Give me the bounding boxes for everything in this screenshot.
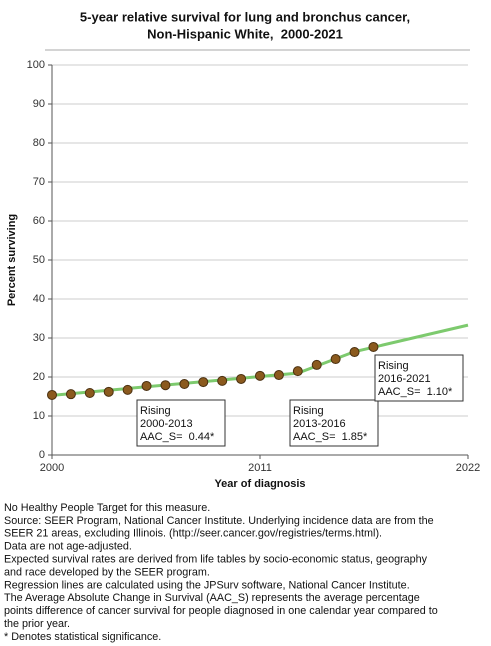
annotation-text: AAC_S= 0.44*	[140, 431, 215, 443]
annotation-text: 2016-2021	[378, 373, 431, 385]
annotation-text: Rising	[293, 405, 324, 417]
annotation-box	[289, 399, 379, 447]
data-point	[179, 379, 190, 390]
footnote: * Denotes statistical significance.	[4, 631, 161, 643]
y-tick-label: 60	[33, 215, 45, 227]
footnote: The Average Absolute Change in Survival …	[4, 592, 420, 604]
y-tick-label: 10	[33, 410, 45, 422]
y-tick-label: 70	[33, 176, 45, 188]
data-point	[160, 380, 171, 391]
data-point	[103, 386, 114, 397]
annotation-text: 2000-2013	[140, 418, 193, 430]
x-tick-label: 2011	[248, 462, 272, 474]
data-point	[311, 359, 322, 370]
y-tick-label: 100	[27, 59, 45, 71]
y-tick-label: 90	[33, 98, 45, 110]
footnote: Source: SEER Program, National Cancer In…	[4, 515, 434, 527]
footnote: Expected survival rates are derived from…	[4, 553, 428, 565]
x-tick-label: 2022	[456, 462, 480, 474]
annotation-text: AAC_S= 1.10*	[378, 386, 453, 398]
data-point	[65, 389, 76, 400]
footnote: Data are not age-adjusted.	[4, 541, 132, 553]
y-tick-label: 40	[33, 293, 45, 305]
annotation-text: Rising	[140, 405, 171, 417]
footnote: No Healthy People Target for this measur…	[4, 502, 210, 514]
data-point	[330, 354, 341, 365]
footnote: points difference of cancer survival for…	[4, 605, 438, 617]
annotation-text: AAC_S= 1.85*	[293, 431, 368, 443]
y-tick-label: 80	[33, 137, 45, 149]
chart-title: 5-year relative survival for lung and br…	[80, 9, 410, 24]
data-point	[141, 380, 152, 391]
y-axis-label: Percent surviving	[6, 214, 18, 306]
data-point	[273, 370, 284, 381]
annotation-box	[136, 399, 226, 447]
x-tick-label: 2000	[40, 462, 64, 474]
data-point	[349, 347, 360, 358]
y-tick-label: 30	[33, 332, 45, 344]
data-point	[198, 377, 209, 388]
y-tick-label: 50	[33, 254, 45, 266]
x-axis-label: Year of diagnosis	[214, 478, 305, 490]
footnote: the prior year.	[4, 618, 70, 630]
data-point	[292, 366, 303, 377]
data-point	[122, 384, 133, 395]
data-point	[217, 375, 228, 386]
footnote: Regression lines are calculated using th…	[4, 579, 410, 591]
y-tick-label: 0	[39, 449, 45, 461]
y-tick-label: 20	[33, 371, 45, 383]
annotation-text: 2013-2016	[293, 418, 346, 430]
data-point	[84, 387, 95, 398]
fitted-line	[51, 323, 469, 397]
chart-title: Non-Hispanic White, 2000-2021	[147, 26, 343, 41]
data-point	[236, 373, 247, 384]
data-point	[368, 341, 379, 352]
annotation-text: Rising	[378, 360, 409, 372]
data-point	[255, 370, 265, 381]
annotation-box	[374, 354, 464, 402]
data-point	[47, 389, 57, 400]
footnote: and race developed by the SEER program.	[4, 566, 210, 578]
footnote: SEER 21 areas, excluding Illinois. (http…	[4, 528, 382, 540]
